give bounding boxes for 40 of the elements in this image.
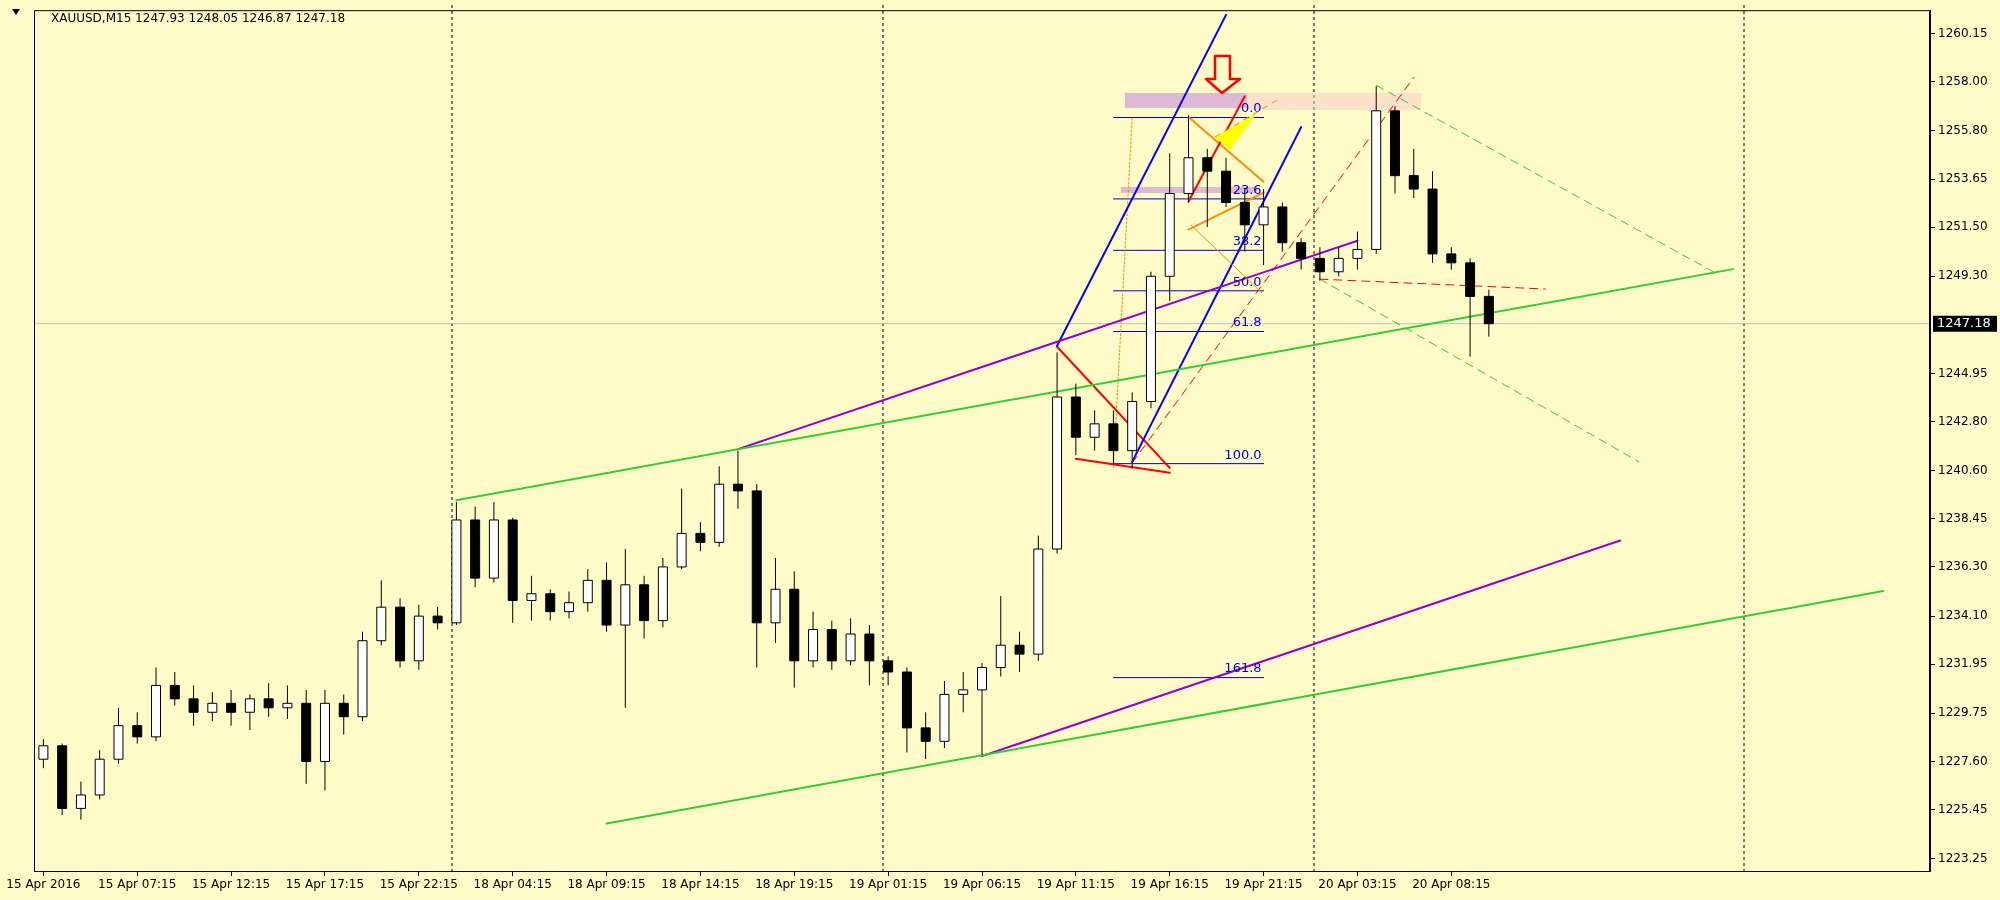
x-tick-label: 18 Apr 04:15 — [473, 877, 552, 892]
y-tick-label: 1231.95 — [1938, 656, 1988, 671]
series-label: 50.0 — [1232, 273, 1262, 289]
series-label: 61.8 — [1232, 314, 1262, 330]
x-tick-label: 15 Apr 2016 — [6, 877, 81, 892]
x-tick-label: 20 Apr 08:15 — [1412, 877, 1491, 892]
x-tick-label: 19 Apr 06:15 — [942, 877, 1022, 892]
y-tick-label: 1227.60 — [1938, 753, 1988, 768]
x-tick-label: 19 Apr 11:15 — [1036, 877, 1115, 892]
x-tick-label: 15 Apr 22:15 — [379, 877, 458, 892]
series-label: 0.0 — [1240, 100, 1262, 116]
x-tick-label: 15 Apr 12:15 — [191, 877, 271, 892]
series-label: 23.6 — [1232, 181, 1262, 197]
y-tick-label: 1240.60 — [1938, 462, 1988, 477]
y-tick-label: 1223.25 — [1938, 850, 1988, 865]
y-tick-label: 1260.15 — [1938, 25, 1988, 40]
y-tick-label: 1258.00 — [1938, 73, 1988, 88]
y-tick-label: 1253.65 — [1938, 171, 1988, 186]
series-label: 100.0 — [1224, 446, 1262, 462]
y-tick-label: 1255.80 — [1938, 123, 1988, 138]
y-tick-label: 1251.50 — [1938, 219, 1988, 234]
x-tick-label: 18 Apr 19:15 — [755, 877, 834, 892]
x-tick-label: 18 Apr 14:15 — [661, 877, 740, 892]
y-tick-label: 1236.30 — [1938, 559, 1988, 574]
x-tick-label: 19 Apr 01:15 — [849, 877, 928, 892]
x-tick-label: 15 Apr 17:15 — [285, 877, 365, 892]
y-tick-label: 1238.45 — [1938, 510, 1988, 525]
y-tick-label: 1225.45 — [1938, 801, 1988, 816]
x-tick-label: 18 Apr 09:15 — [567, 877, 646, 892]
x-tick-label: 15 Apr 07:15 — [98, 877, 177, 892]
x-tick-label: 19 Apr 21:15 — [1224, 877, 1303, 892]
x-tick-label: 19 Apr 16:15 — [1130, 877, 1209, 892]
y-tick-label: 1229.75 — [1938, 705, 1988, 720]
x-tick-label: 20 Apr 03:15 — [1318, 877, 1397, 892]
chart-title: XAUUSD,M15 1247.93 1248.05 1246.87 1247.18 — [51, 11, 346, 26]
y-tick-label: 1234.10 — [1938, 608, 1988, 623]
y-tick-label: 1244.95 — [1938, 365, 1988, 380]
y-tick-label: 1249.30 — [1938, 268, 1988, 283]
ref-line-label: 1247.18 — [1937, 315, 1991, 331]
y-tick-label: 1242.80 — [1938, 413, 1988, 428]
